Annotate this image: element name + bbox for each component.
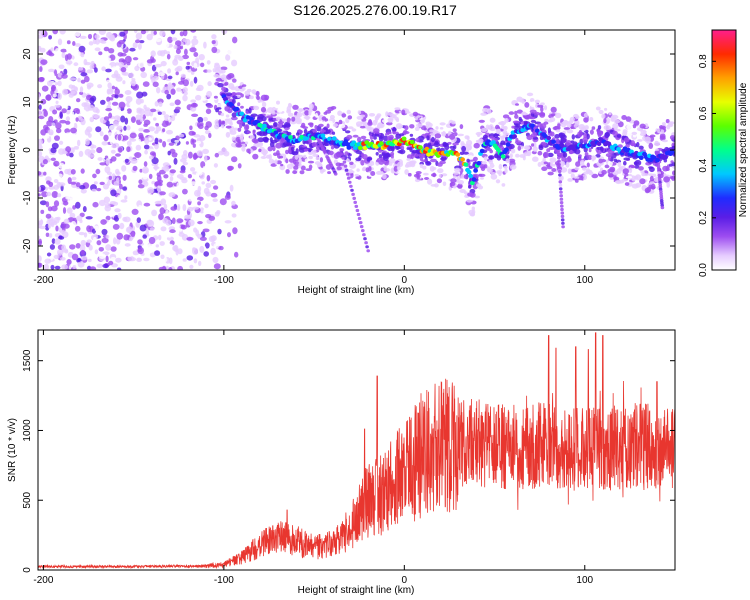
y-tick-label: 10 (22, 96, 33, 108)
snr-series-line (38, 332, 675, 570)
spectrogram-y-ticks: -20 -10 0 10 20 (22, 48, 675, 253)
y-tick-label: 20 (22, 48, 33, 60)
y-tick-label: -10 (22, 190, 33, 205)
x-tick-label: 100 (576, 275, 593, 286)
x-tick-label: -100 (214, 575, 234, 586)
x-tick-label: -200 (33, 275, 53, 286)
colorbar-tick-label: 0.2 (698, 210, 709, 224)
colorbar: 0.0 0.2 0.4 0.6 0.8 Normalized spectral ampl… (698, 29, 749, 277)
y-tick-label: -20 (22, 238, 33, 253)
y-tick-label: 0 (22, 147, 33, 153)
y-tick-label: 1000 (22, 419, 33, 442)
x-tick-label: 0 (402, 275, 408, 286)
colorbar-ticks: 0.0 0.2 0.4 0.6 0.8 (698, 54, 716, 277)
snr-frame (37, 329, 676, 571)
snr-panel: -200 -100 0 100 0 500 1000 1500 Height of stra… (7, 329, 676, 596)
y-tick-label: 0 (22, 567, 33, 573)
colorbar-tick-label: 0.4 (698, 158, 709, 172)
colorbar-gradient (711, 29, 737, 271)
x-tick-label: -100 (214, 275, 234, 286)
spectrogram-y-label: Frequency (Hz) (7, 116, 18, 185)
snr-y-label: SNR (10 * v/v) (7, 418, 18, 482)
x-tick-label: 0 (402, 575, 408, 586)
colorbar-tick-label: 0.0 (698, 263, 709, 277)
y-tick-label: 1500 (22, 349, 33, 372)
x-tick-label: 100 (576, 575, 593, 586)
colorbar-tick-label: 0.6 (698, 106, 709, 120)
y-tick-label: 500 (22, 491, 33, 508)
snr-x-ticks: -200 -100 0 100 (33, 330, 594, 586)
spectrogram-x-ticks: -200 -100 0 100 (33, 30, 594, 286)
snr-x-label: Height of straight line (km) (298, 585, 415, 596)
colorbar-tick-label: 0.8 (698, 54, 709, 68)
colorbar-label: Normalized spectral amplitude (738, 82, 749, 217)
spectrogram-x-label: Height of straight line (km) (298, 285, 415, 296)
spectrogram-heatmap (38, 30, 675, 270)
figure-title: S126.2025.276.00.19.R17 (293, 2, 457, 18)
x-tick-label: -200 (33, 575, 53, 586)
snr-y-ticks: 0 500 1000 1500 (22, 349, 675, 573)
